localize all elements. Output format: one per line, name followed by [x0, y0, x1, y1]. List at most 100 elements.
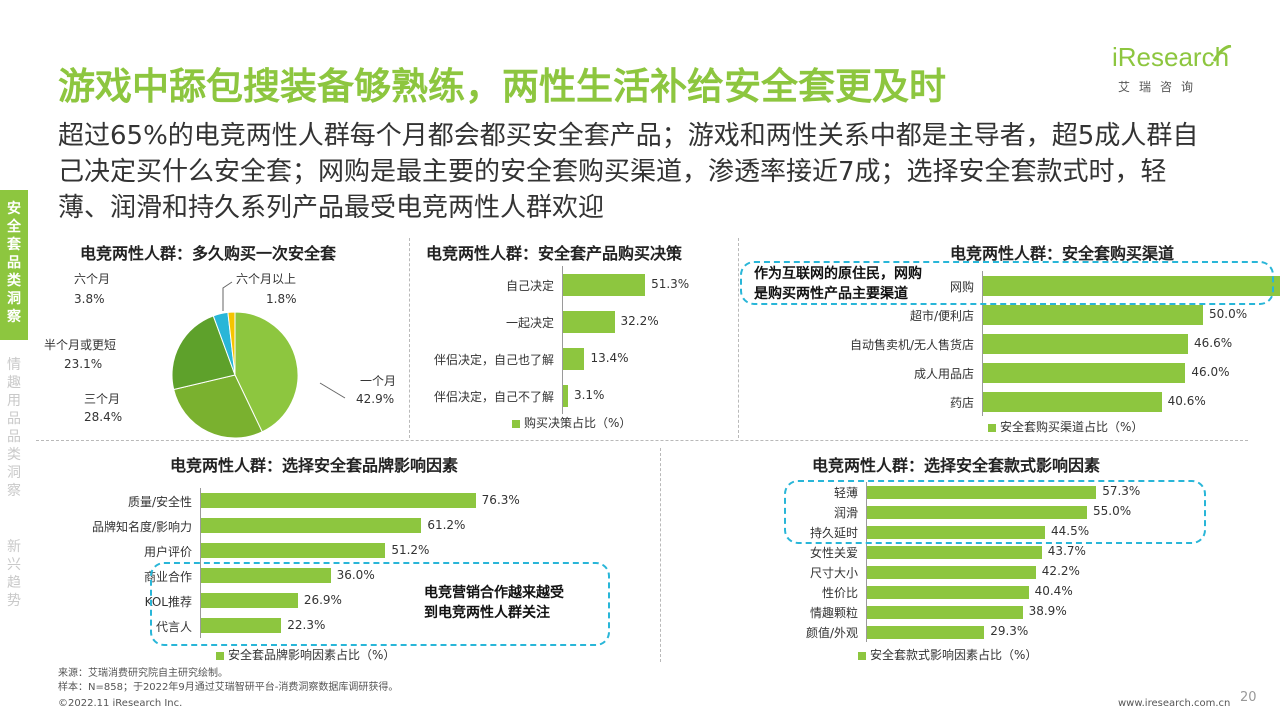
legend-swatch: [216, 651, 224, 660]
pie-slice: [227, 311, 236, 376]
callout-line: 是购买两性产品主要渠道: [754, 286, 908, 302]
pie-label: 半个月或更短: [44, 338, 117, 352]
style-chart: 轻薄 57.3% 润滑 55.0% 持久延时 44.5% 女性关爱 43.7% 尺寸大小 42.2…: [740, 482, 1180, 642]
pie-value: 42.9%: [356, 392, 395, 406]
channel-chart: 网购69.8%超市/便利店50.0%自动售卖机/无人售货店46.6%成人用品店4…: [760, 271, 1280, 421]
legend-swatch: [858, 651, 866, 660]
sidebar-item-active-label: 安全套品类洞察: [7, 201, 21, 325]
bar: [983, 304, 1203, 325]
bar-label: 超市/便利店: [909, 308, 974, 323]
bar-label: 伴侣决定，自己不了解: [433, 389, 554, 404]
bar: [201, 618, 282, 633]
sidebar-item-label: 情趣用品品类洞察: [7, 357, 21, 499]
pie-chart-title: 电竞两性人群：多久购买一次安全套: [80, 244, 337, 263]
footer-copyright: ©2022.11 iResearch Inc.: [58, 698, 183, 709]
bar: [563, 310, 615, 333]
sidebar-item-fun-products[interactable]: 情趣用品品类洞察: [0, 356, 28, 500]
footer-url: www.iresearch.com.cn: [1118, 698, 1231, 709]
bar-label: 伴侣决定，自己也了解: [433, 352, 554, 367]
bar-label: KOL推荐: [144, 594, 192, 609]
logo-brand: iResearch: [1112, 42, 1230, 72]
leader-line: [319, 382, 346, 399]
bar: [867, 485, 1097, 499]
pie-label: 一个月: [360, 374, 397, 388]
bar-label: 质量/安全性: [127, 494, 192, 509]
page-number: 20: [1240, 690, 1257, 705]
pie-value: 23.1%: [64, 357, 103, 371]
bar-label: 润滑: [833, 506, 858, 520]
decision-legend: 购买决策占比（%）: [512, 414, 631, 431]
bar: [867, 545, 1042, 559]
pie-label: 三个月: [84, 392, 121, 406]
bar-value: 40.4%: [1034, 584, 1073, 598]
bar-axis: [562, 266, 563, 414]
decision-chart: 自己决定 51.3% 一起决定 32.2% 伴侣决定，自己也了解 13.4% 伴侣决定，自己…: [380, 266, 730, 416]
bar-value: 61.2%: [427, 517, 466, 532]
bar-axis: [982, 271, 983, 416]
bar-value: 51.3%: [651, 276, 690, 291]
bar: [867, 505, 1087, 519]
bar: [563, 347, 585, 370]
channel-legend: 安全套购买渠道占比（%）: [988, 418, 1143, 435]
bar: [983, 275, 1280, 296]
pie-slice: [234, 311, 299, 433]
bar-value: 51.2%: [391, 542, 430, 557]
bar-value: 13.4%: [590, 350, 629, 365]
legend-label: 安全套款式影响因素占比（%）: [870, 648, 1038, 662]
page-title: 游戏中舔包搜装备够熟练，两性生活补给安全套更及时: [58, 65, 946, 108]
footer-sample: 样本：N=858；于2022年9月通过艾瑞智研平台-消费洞察数据库调研获得。: [58, 682, 399, 693]
brand-legend: 安全套品牌影响因素占比（%）: [216, 646, 395, 663]
leader-line: [222, 281, 233, 311]
bar: [201, 568, 331, 583]
divider: [738, 238, 739, 438]
bar-label: 颜值/外观: [805, 626, 858, 640]
bar-value: 44.5%: [1051, 524, 1090, 538]
pie-label: 六个月以上: [236, 272, 297, 286]
bar: [867, 625, 985, 639]
divider: [409, 238, 410, 438]
bar-value: 42.2%: [1041, 564, 1080, 578]
bar-label: 轻薄: [833, 486, 858, 500]
bar: [201, 518, 422, 533]
legend-swatch: [988, 423, 996, 432]
pie-slice: [171, 315, 236, 391]
pie-slice: [173, 374, 263, 439]
bar-value: 32.2%: [620, 313, 659, 328]
bar-label: 一起决定: [505, 315, 554, 330]
sidebar: 安全套品类洞察 情趣用品品类洞察 新兴趋势: [0, 0, 28, 720]
bar: [983, 362, 1186, 383]
bar-label: 用户评价: [143, 544, 192, 559]
pie-label: 六个月: [74, 272, 111, 286]
bar-label: 代言人: [155, 619, 192, 634]
divider: [36, 440, 1248, 441]
style-callout-box: [784, 480, 1206, 544]
bar-label: 情趣颗粒: [809, 606, 858, 620]
bar-label: 自己决定: [505, 278, 554, 293]
bar-label: 自动售卖机/无人售货店: [849, 337, 974, 352]
legend-label: 安全套品牌影响因素占比（%）: [228, 648, 396, 662]
footer-source: 来源：艾瑞消费研究院自主研究绘制。: [58, 668, 228, 679]
channel-callout-box: [740, 261, 1274, 305]
bar-value: 40.6%: [1167, 393, 1206, 408]
pie-value: 3.8%: [74, 292, 105, 306]
legend-label: 购买决策占比（%）: [524, 416, 632, 430]
bar-label: 药店: [949, 395, 974, 410]
iresearch-logo: iResearch 艾瑞咨询: [1112, 42, 1232, 100]
sidebar-item-active[interactable]: 安全套品类洞察: [0, 190, 28, 340]
bar: [563, 384, 568, 407]
bar: [983, 391, 1162, 412]
divider: [660, 448, 661, 662]
sidebar-item-trends[interactable]: 新兴趋势: [0, 538, 28, 610]
bar-value: 57.3%: [1102, 484, 1141, 498]
bar: [201, 543, 386, 558]
bar-value: 43.7%: [1047, 544, 1086, 558]
bar: [867, 585, 1029, 599]
sidebar-item-label: 新兴趋势: [7, 539, 21, 609]
brand-chart: 质量/安全性 76.3% 品牌知名度/影响力 61.2% 用户评价 51.2% 商业合作 36…: [60, 488, 620, 638]
bar-label: 成人用品店: [913, 366, 974, 381]
bar-label: 网购: [949, 279, 974, 294]
callout-line: 电竞营销合作越来越受: [424, 585, 564, 601]
bar-value: 29.3%: [990, 624, 1029, 638]
bar-label: 尺寸大小: [809, 566, 858, 580]
